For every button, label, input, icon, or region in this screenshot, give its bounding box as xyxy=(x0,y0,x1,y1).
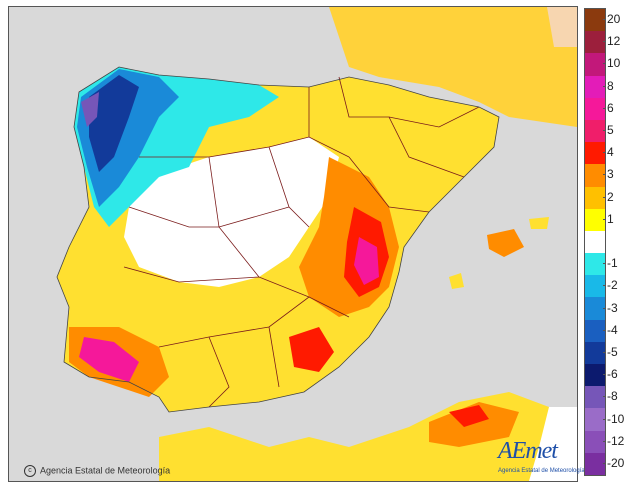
legend-swatch xyxy=(585,53,605,77)
mallorca-island xyxy=(487,229,524,257)
legend-swatch xyxy=(585,75,605,99)
legend-swatch xyxy=(585,31,605,54)
legend-tick-label: 10 xyxy=(602,56,621,71)
province-boundaries xyxy=(123,76,480,408)
legend-tick-label: -6 xyxy=(603,367,618,382)
legend-tick-label: 3 xyxy=(603,167,614,182)
legend-swatch xyxy=(585,341,605,365)
legend-tick-label: -4 xyxy=(603,322,618,337)
legend-tick-label: 4 xyxy=(603,145,614,160)
legend-tick-label: 12 xyxy=(602,34,621,49)
legend-tick-label: -10 xyxy=(602,411,625,426)
legend-swatch xyxy=(585,386,605,409)
aemet-logo: AEmet Agencia Estatal de Meteorología xyxy=(498,438,585,478)
legend-swatch xyxy=(585,408,605,432)
legend-swatch xyxy=(585,119,605,143)
legend-tick-label: 2 xyxy=(603,189,614,204)
legend-swatch xyxy=(585,164,605,188)
legend-swatch xyxy=(585,9,605,32)
legend-swatch xyxy=(585,97,605,121)
legend-swatch xyxy=(585,297,605,321)
africa-neutral-zone xyxy=(529,407,577,481)
legend-tick-label: 5 xyxy=(603,123,614,138)
warm-zone-sw-6 xyxy=(79,337,139,382)
legend-swatch xyxy=(585,186,605,210)
legend-tick-label: 1 xyxy=(603,211,614,226)
legend-tick-label: -12 xyxy=(602,433,625,448)
legend-tick-label: -2 xyxy=(603,278,618,293)
credit-text: Agencia Estatal de Meteorología xyxy=(40,465,171,476)
iberia-coastline xyxy=(56,66,500,413)
legend-swatch xyxy=(585,275,605,298)
france-region xyxy=(329,7,577,127)
legend-swatch xyxy=(585,253,605,276)
legend-tick-label: 6 xyxy=(603,100,614,115)
legend-tick-label: -20 xyxy=(602,455,625,470)
legend-swatch xyxy=(585,230,605,254)
legend-tick-label: -3 xyxy=(603,300,618,315)
legend-swatch xyxy=(585,430,605,454)
legend-tick-label: -1 xyxy=(603,256,618,271)
ibiza-island xyxy=(449,273,464,289)
legend-tick-label: -8 xyxy=(603,389,618,404)
copyright-icon: c xyxy=(24,465,36,477)
legend-tick-label: 8 xyxy=(603,78,614,93)
neutral-zone xyxy=(124,137,339,287)
cold-zone-5 xyxy=(89,75,139,172)
legend-tick-label: 20 xyxy=(602,12,621,27)
france-corner xyxy=(547,7,577,47)
legend-swatch xyxy=(585,142,605,165)
legend-tick-label: -5 xyxy=(603,344,618,359)
color-legend xyxy=(584,8,606,476)
legend-swatch xyxy=(585,364,605,387)
legend-swatch xyxy=(585,319,605,343)
credit-line: c Agencia Estatal de Meteorología xyxy=(24,465,170,477)
legend-swatch xyxy=(585,452,605,476)
map-svg xyxy=(9,7,577,481)
cold-zone-8 xyxy=(81,92,99,127)
warm-zone-6 xyxy=(354,237,379,285)
logo-subtitle: Agencia Estatal de Meteorología xyxy=(498,468,585,474)
anomaly-map xyxy=(8,6,578,482)
menorca-island xyxy=(529,217,549,229)
legend-swatch xyxy=(585,208,605,232)
africa-hot-zone xyxy=(449,405,489,427)
warm-zone-se xyxy=(289,327,334,372)
logo-wordmark: AEmet xyxy=(498,438,558,464)
